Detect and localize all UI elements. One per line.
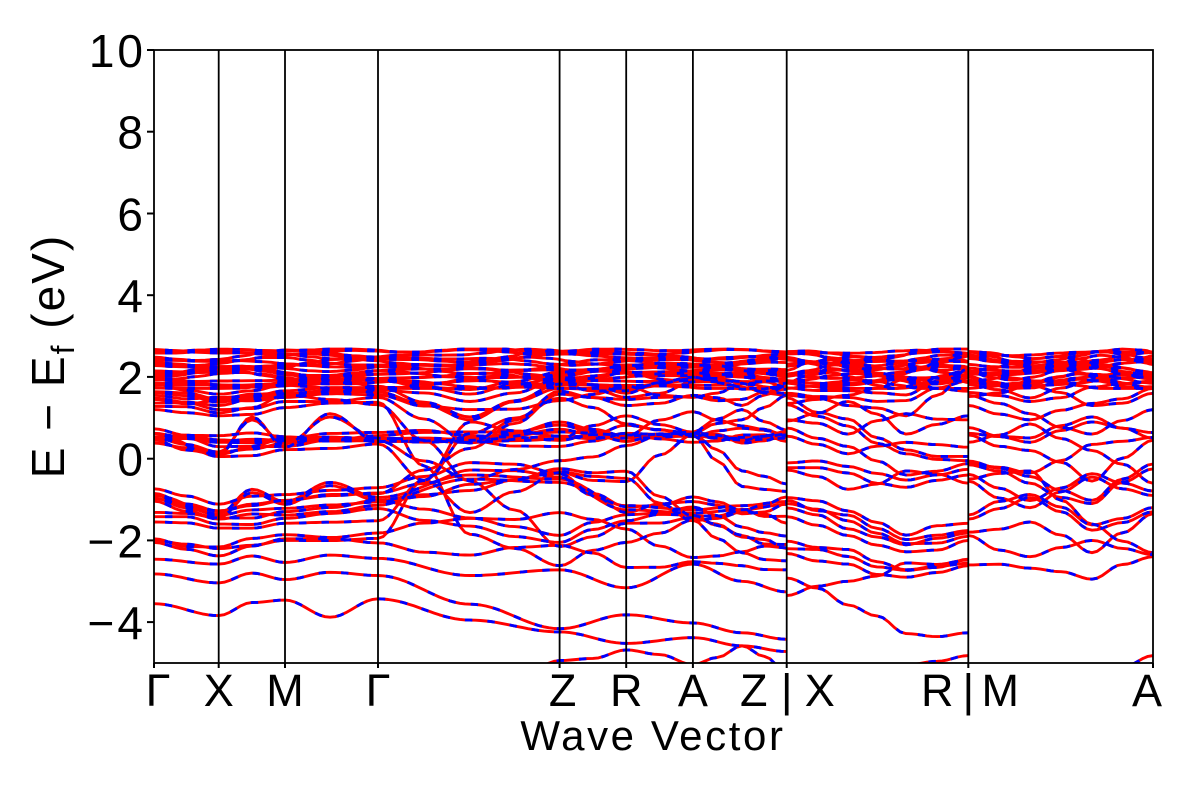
svg-text:2: 2 (117, 352, 146, 404)
svg-text:Z: Z (740, 665, 768, 716)
svg-text:−4: −4 (88, 597, 146, 649)
svg-text:0: 0 (117, 434, 146, 486)
svg-text:4: 4 (117, 270, 146, 322)
svg-text:Wave Vector: Wave Vector (520, 712, 785, 759)
svg-text:6: 6 (117, 189, 146, 241)
svg-text:M: M (266, 665, 304, 716)
svg-text:A: A (1132, 665, 1162, 716)
svg-text:R: R (921, 665, 954, 716)
svg-text:Γ: Γ (366, 665, 391, 716)
svg-text:8: 8 (117, 107, 146, 159)
svg-text:E − Ef (eV): E − Ef (eV) (22, 234, 81, 478)
svg-text:−2: −2 (88, 515, 146, 567)
svg-text:X: X (805, 665, 835, 716)
svg-text:10: 10 (89, 25, 146, 77)
svg-text:M: M (982, 665, 1020, 716)
svg-text:X: X (204, 665, 234, 716)
svg-text:Z: Z (549, 665, 577, 716)
svg-text:|: | (962, 665, 974, 716)
svg-text:A: A (678, 665, 708, 716)
svg-text:R: R (610, 665, 643, 716)
svg-text:Γ: Γ (146, 665, 171, 716)
svg-text:|: | (781, 665, 793, 716)
